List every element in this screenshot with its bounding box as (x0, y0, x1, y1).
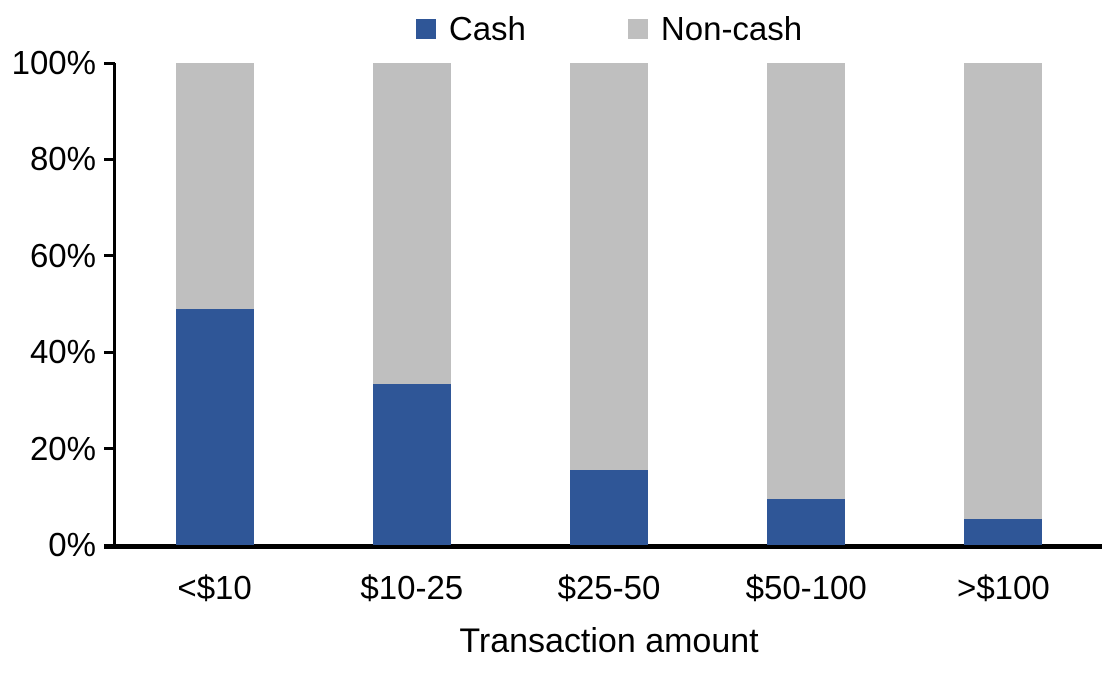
legend: Cash Non-cash (116, 6, 1102, 52)
bar-segment-non-cash-10-25 (372, 63, 451, 384)
legend-item-cash: Cash (415, 6, 526, 52)
bar-slot-10 (116, 63, 313, 545)
bar-segment-non-cash-25-50 (569, 63, 648, 471)
bar-50-100 (767, 63, 846, 545)
bar-25-50 (569, 63, 648, 545)
plot-area (116, 63, 1102, 545)
x-tick-label-10: <$10 (177, 569, 252, 606)
bar-slot-25-50 (510, 63, 707, 545)
y-tick-label-40: 40% (29, 333, 96, 371)
bar-segment-non-cash-10 (175, 63, 254, 309)
x-tick-label-10-25: $10-25 (360, 569, 464, 606)
legend-item-non-cash: Non-cash (627, 6, 803, 52)
y-tick-80 (104, 157, 115, 161)
y-tick-20 (104, 447, 115, 451)
bar-segment-non-cash-100 (964, 63, 1043, 519)
cash-legend-swatch-icon (415, 19, 436, 39)
x-axis-line (104, 544, 1102, 549)
legend-label-cash: Cash (448, 10, 526, 47)
x-axis-title: Transaction amount (459, 622, 759, 660)
bar-100 (964, 63, 1043, 545)
bar-10-25 (372, 63, 451, 545)
bar-segment-cash-25-50 (569, 470, 648, 545)
bar-segment-cash-50-100 (767, 499, 846, 545)
x-tick-label-100: >$100 (957, 569, 1050, 606)
bar-segment-non-cash-50-100 (767, 63, 846, 500)
y-tick-label-20: 20% (29, 429, 96, 467)
y-tick-0 (104, 543, 115, 547)
non-cash-legend-swatch-icon (627, 19, 648, 39)
y-tick-label-80: 80% (29, 140, 96, 178)
y-tick-100 (104, 61, 115, 65)
bar-slot-50-100 (708, 63, 905, 545)
bar-10 (175, 63, 254, 545)
y-tick-label-60: 60% (29, 236, 96, 274)
bar-segment-cash-10-25 (372, 383, 451, 545)
bar-segment-cash-100 (964, 518, 1043, 545)
bar-slot-10-25 (313, 63, 510, 545)
x-tick-label-25-50: $25-50 (557, 569, 661, 606)
bar-slot-100 (905, 63, 1102, 545)
y-tick-label-0: 0% (48, 526, 96, 563)
legend-label-non-cash: Non-cash (660, 10, 803, 47)
y-tick-60 (104, 254, 115, 258)
y-tick-label-100: 100% (11, 44, 96, 81)
y-axis-line (113, 63, 116, 549)
bar-segment-cash-10 (175, 308, 254, 545)
y-tick-40 (104, 350, 115, 354)
x-tick-label-50-100: $50-100 (745, 569, 867, 606)
